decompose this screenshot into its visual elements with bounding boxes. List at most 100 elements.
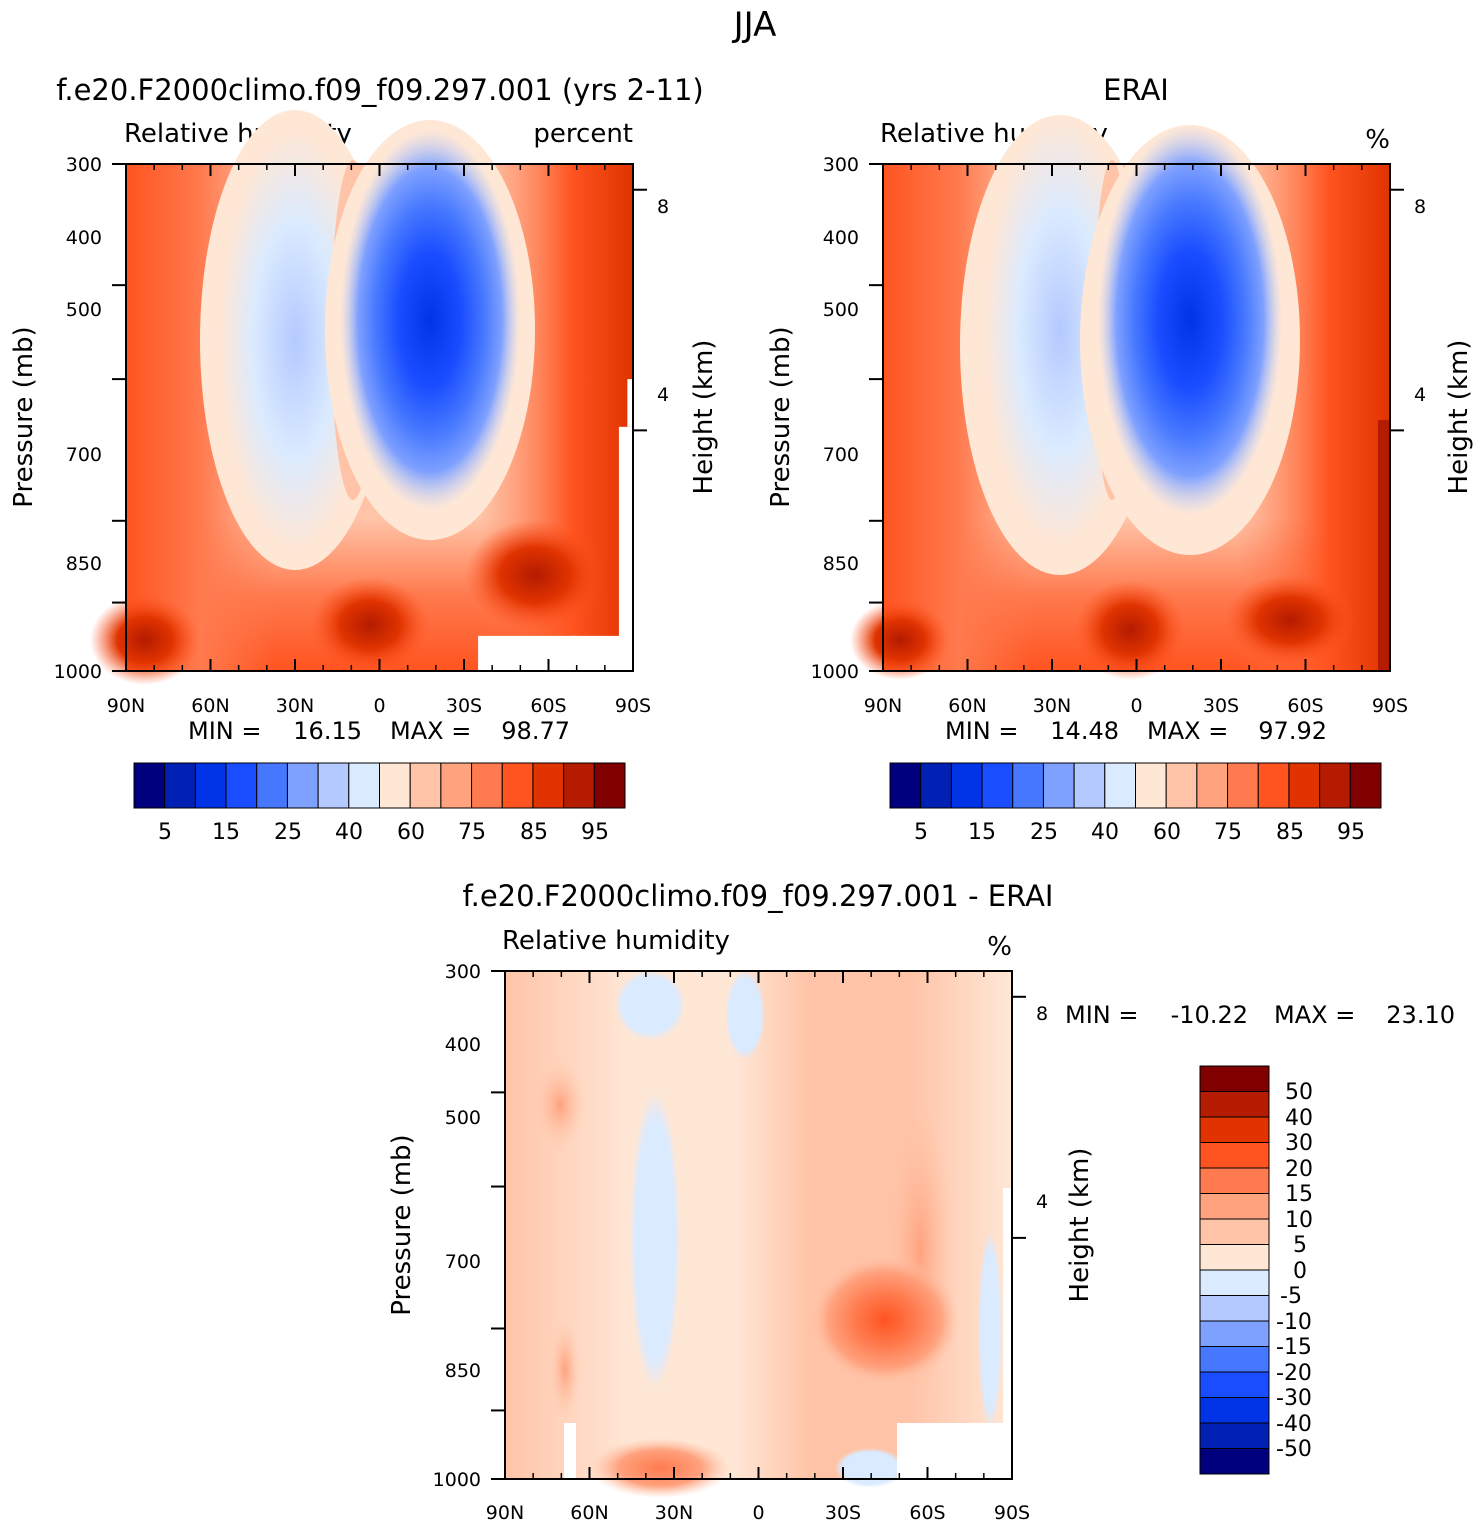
panel-obs-title: ERAI: [1103, 73, 1169, 107]
colorbar-swatch: [1199, 1269, 1270, 1296]
panel-diff-axes: [491, 970, 1026, 1480]
field-sfc-south-wet: [465, 520, 605, 630]
colorbar-swatch: [1196, 762, 1229, 809]
panel-obs-yticklabels: 300 400 500 700 850 1000 8 4: [811, 154, 1426, 683]
ytick-right-label: 8: [1036, 1003, 1048, 1025]
panel-model-colorbar: [133, 762, 626, 809]
colorbar-swatch: [409, 762, 442, 809]
colorbar-swatch: [133, 762, 166, 809]
ytick-right-label: 4: [1036, 1191, 1048, 1213]
colorbar-label: 15: [1285, 1182, 1313, 1207]
ytick-label: 400: [66, 227, 102, 249]
panel-obs-min-value: 14.48: [1050, 717, 1119, 745]
panel-obs-ylabel: Pressure (mb): [766, 326, 796, 507]
colorbar-swatch: [950, 762, 983, 809]
ytick-label: 500: [66, 299, 102, 321]
ytick-right-label: 8: [657, 196, 669, 218]
field-cool-polar: [978, 1230, 1002, 1430]
panel-diff-title: f.e20.F2000climo.f09_f09.297.001 - ERAI: [463, 879, 1054, 913]
field-sfc-tropic-wet: [310, 577, 430, 673]
panel-obs-min-label: MIN =: [945, 717, 1018, 745]
ytick-right-label: 4: [657, 384, 669, 406]
panel-diff-colorbar-labels: 50 40 30 20 15 10 5 0 -5 -10 -15 -20 -30…: [1276, 1080, 1313, 1462]
colorbar-label: 15: [212, 820, 240, 845]
colorbar-label: 60: [1153, 820, 1181, 845]
field-sfc-warm: [590, 1438, 730, 1498]
ytick-label: 1000: [54, 661, 102, 683]
colorbar-swatch: [1199, 1244, 1270, 1271]
xtick-label: 30N: [1033, 695, 1071, 717]
field-cool-upper-tropic: [725, 970, 765, 1060]
panel-diff-colorbar: [1199, 1065, 1270, 1475]
ytick-label: 700: [445, 1251, 481, 1273]
colorbar-label: -40: [1276, 1412, 1312, 1437]
missing-data-region: [618, 426, 633, 671]
colorbar-swatch: [1012, 762, 1044, 809]
colorbar-swatch: [1199, 1193, 1270, 1220]
colorbar-label: 25: [274, 820, 302, 845]
colorbar-label: 85: [1276, 820, 1304, 845]
xtick-label: 60S: [530, 695, 566, 717]
xtick-label: 0: [752, 1502, 764, 1524]
colorbar-swatch: [1042, 762, 1075, 809]
colorbar-label: 95: [1337, 820, 1365, 845]
field-cool-upper-north: [615, 970, 685, 1040]
colorbar-label: 60: [397, 820, 425, 845]
xtick-label: 90S: [615, 695, 651, 717]
colorbar-label: 95: [581, 820, 609, 845]
colorbar-label: 85: [520, 820, 548, 845]
colorbar-swatch: [563, 762, 595, 809]
colorbar-swatch: [1199, 1448, 1270, 1475]
panel-diff-ylabel: Pressure (mb): [387, 1134, 417, 1315]
panel-obs-ylabel-right: Height (km): [1444, 340, 1474, 495]
panel-diff-min-value: -10.22: [1171, 1001, 1248, 1029]
field-sfc-north-wet: [850, 600, 950, 680]
colorbar-swatch: [889, 762, 922, 809]
colorbar-swatch: [225, 762, 258, 809]
xtick-label: 30S: [1203, 695, 1239, 717]
panel-diff: f.e20.F2000climo.f09_f09.297.001 - ERAI …: [387, 879, 1455, 1524]
colorbar-label: -5: [1280, 1284, 1302, 1309]
colorbar-label: -10: [1276, 1310, 1312, 1335]
field-hot-south: [810, 1255, 960, 1385]
xtick-label: 60S: [909, 1502, 945, 1524]
ytick-label: 500: [445, 1107, 481, 1129]
xtick-label: 0: [1130, 695, 1142, 717]
colorbar-label: 75: [458, 820, 486, 845]
panel-diff-ylabel-right: Height (km): [1065, 1148, 1095, 1303]
panel-model-min-value: 16.15: [293, 717, 362, 745]
colorbar-label: 5: [914, 820, 928, 845]
colorbar-swatch: [1257, 762, 1290, 809]
panel-obs-xticklabels: 90N 60N 30N 0 30S 60S 90S: [864, 695, 1408, 717]
field-warm-north-low: [550, 1320, 580, 1420]
panel-diff-max-value: 23.10: [1386, 1001, 1455, 1029]
missing-data-region: [478, 635, 633, 671]
ytick-label: 700: [66, 444, 102, 466]
field-cool-sfc: [835, 1448, 905, 1488]
colorbar-swatch: [1135, 762, 1167, 809]
ytick-label: 850: [445, 1360, 481, 1382]
field-warm-north: [535, 1060, 585, 1150]
ytick-label: 300: [823, 154, 859, 176]
colorbar-label: 50: [1285, 1080, 1313, 1105]
colorbar-label: 15: [968, 820, 996, 845]
colorbar-swatch: [981, 762, 1014, 809]
colorbar-swatch: [1199, 1167, 1270, 1194]
panel-model-min-label: MIN =: [188, 717, 261, 745]
colorbar-swatch: [1199, 1320, 1270, 1347]
colorbar-label: 25: [1030, 820, 1058, 845]
field-sfc-south-wet: [1225, 575, 1355, 665]
xtick-label: 90N: [486, 1502, 524, 1524]
panel-diff-min-label: MIN =: [1065, 1001, 1138, 1029]
panel-diff-field: [505, 970, 1012, 1498]
panel-diff-xticklabels: 90N 60N 30N 0 30S 60S 90S: [486, 1502, 1030, 1524]
colorbar-label: 5: [158, 820, 172, 845]
colorbar-swatch: [379, 762, 411, 809]
panel-model: f.e20.F2000climo.f09_f09.297.001 (yrs 2-…: [9, 73, 719, 845]
ytick-label: 400: [823, 227, 859, 249]
colorbar-label: 30: [1285, 1131, 1313, 1156]
colorbar-swatch: [1227, 762, 1259, 809]
colorbar-label: 40: [1285, 1106, 1313, 1131]
xtick-label: 90S: [1372, 695, 1408, 717]
